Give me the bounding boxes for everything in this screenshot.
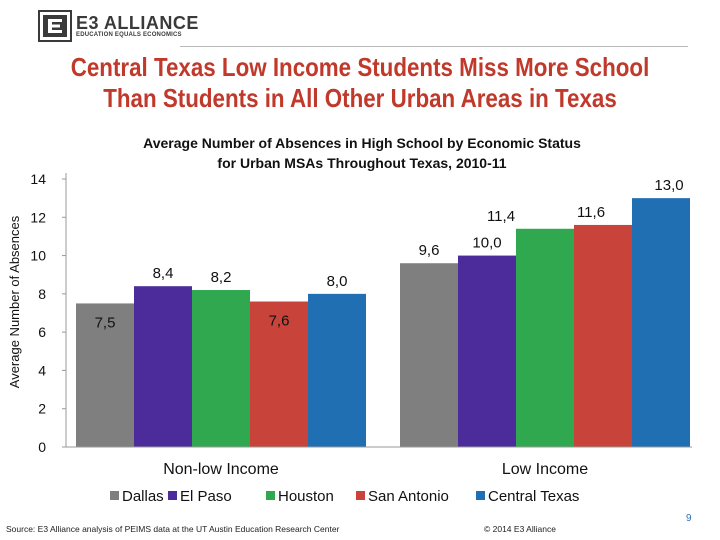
bar-value-label: 8,0: [327, 273, 348, 290]
legend-label: Houston: [278, 488, 334, 505]
bar-central-texas: [308, 293, 366, 447]
bar-el-paso: [134, 286, 192, 447]
bar-dallas: [400, 263, 458, 447]
bar-san-antonio: [250, 301, 308, 447]
legend-swatch: [356, 491, 365, 500]
y-axis-label: Average Number of Absences: [7, 215, 22, 388]
page-number: 9: [686, 513, 692, 524]
y-tick-label: 12: [30, 209, 46, 225]
chart-title-line2: for Urban MSAs Throughout Texas, 2010-11: [217, 155, 506, 171]
y-tick-label: 10: [30, 248, 46, 264]
bar-value-label: 10,0: [472, 235, 501, 252]
bar-value-label: 7,5: [95, 314, 116, 331]
y-tick-label: 6: [38, 324, 46, 340]
bar-dallas: [76, 303, 134, 447]
page-title: Central Texas Low Income Students Miss M…: [70, 52, 650, 113]
legend-swatch: [168, 491, 177, 500]
bar-value-label: 11,6: [577, 204, 605, 221]
chart-title-line1: Average Number of Absences in High Schoo…: [143, 135, 581, 151]
bar-houston: [516, 228, 574, 447]
y-tick-label: 2: [38, 401, 46, 417]
legend-label: Central Texas: [488, 488, 579, 505]
header-rule: [180, 46, 688, 47]
bar-san-antonio: [574, 224, 632, 447]
y-tick-label: 4: [38, 362, 46, 378]
legend-label: Dallas: [122, 488, 164, 505]
y-tick-label: 14: [30, 171, 46, 187]
legend-swatch: [266, 491, 275, 500]
bar-value-label: 8,4: [153, 265, 174, 282]
bar-el-paso: [458, 255, 516, 447]
source-note: Source: E3 Alliance analysis of PEIMS da…: [6, 524, 340, 534]
bar-value-label: 11,4: [487, 208, 515, 225]
legend-label: El Paso: [180, 488, 232, 505]
legend-swatch: [476, 491, 485, 500]
y-tick-label: 8: [38, 286, 46, 302]
bar-houston: [192, 290, 250, 447]
bar-value-label: 7,6: [269, 313, 290, 330]
legend-swatch: [110, 491, 119, 500]
logo-tagline: EDUCATION EQUALS ECONOMICS: [76, 32, 182, 38]
e3-logo-icon: [38, 10, 72, 42]
bar-value-label: 9,6: [419, 242, 440, 259]
x-category-label: Non-low Income: [163, 461, 279, 478]
x-category-label: Low Income: [502, 461, 588, 478]
bar-chart: Average Number of Absences in High Schoo…: [7, 135, 692, 505]
bar-value-label: 13,0: [654, 177, 683, 194]
logo: E3 ALLIANCE EDUCATION EQUALS ECONOMICS: [38, 10, 199, 42]
bar-central-texas: [632, 198, 690, 447]
logo-name: E3 ALLIANCE: [76, 13, 199, 33]
bar-value-label: 8,2: [211, 269, 232, 286]
copyright: © 2014 E3 Alliance: [484, 524, 556, 534]
legend-label: San Antonio: [368, 488, 449, 505]
y-tick-label: 0: [38, 439, 46, 455]
